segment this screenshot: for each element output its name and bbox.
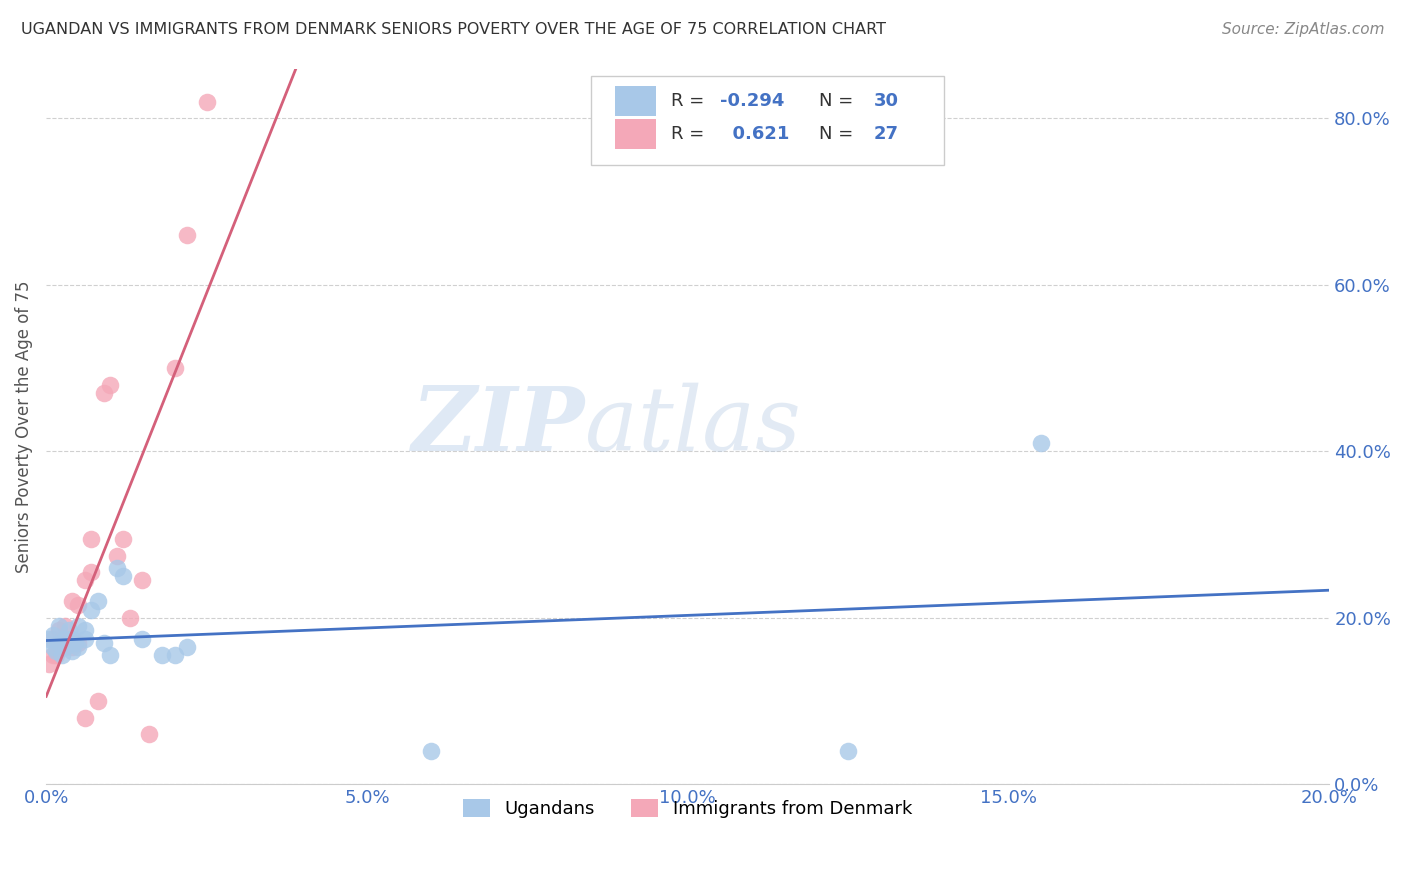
Text: 30: 30 xyxy=(873,93,898,111)
Point xyxy=(420,744,443,758)
Text: Source: ZipAtlas.com: Source: ZipAtlas.com xyxy=(1222,22,1385,37)
Point xyxy=(41,648,63,663)
Point xyxy=(60,644,83,658)
Point xyxy=(131,632,153,646)
Point xyxy=(163,361,186,376)
Point xyxy=(48,636,70,650)
Point xyxy=(131,574,153,588)
Point xyxy=(48,624,70,638)
Text: R =: R = xyxy=(671,125,710,143)
Point xyxy=(45,648,67,663)
Point xyxy=(176,227,198,242)
Point xyxy=(55,632,77,646)
FancyBboxPatch shape xyxy=(592,76,945,165)
Point xyxy=(195,95,218,109)
Point xyxy=(55,632,77,646)
Point xyxy=(105,549,128,563)
Point xyxy=(60,640,83,654)
Point xyxy=(45,644,67,658)
Point xyxy=(41,627,63,641)
Point xyxy=(837,744,859,758)
Point xyxy=(67,599,90,613)
Point xyxy=(86,694,108,708)
Point xyxy=(73,574,96,588)
Point xyxy=(51,648,73,663)
Point xyxy=(67,619,90,633)
Legend: Ugandans, Immigrants from Denmark: Ugandans, Immigrants from Denmark xyxy=(456,792,920,825)
Text: N =: N = xyxy=(818,125,859,143)
Point xyxy=(38,632,60,646)
Point xyxy=(41,640,63,654)
Point xyxy=(41,632,63,646)
Point xyxy=(112,532,135,546)
Y-axis label: Seniors Poverty Over the Age of 75: Seniors Poverty Over the Age of 75 xyxy=(15,280,32,573)
Point xyxy=(55,640,77,654)
Text: -0.294: -0.294 xyxy=(720,93,785,111)
Point xyxy=(48,619,70,633)
Point xyxy=(93,386,115,401)
Point xyxy=(60,632,83,646)
Point xyxy=(98,377,121,392)
Point xyxy=(73,624,96,638)
Point xyxy=(98,648,121,663)
Point xyxy=(38,657,60,671)
Point xyxy=(1029,436,1052,450)
Point xyxy=(73,711,96,725)
Point xyxy=(80,602,103,616)
Point xyxy=(58,624,80,638)
Point xyxy=(93,636,115,650)
Point xyxy=(73,632,96,646)
Text: ZIP: ZIP xyxy=(412,384,585,470)
Text: N =: N = xyxy=(818,93,859,111)
FancyBboxPatch shape xyxy=(614,119,655,149)
Point xyxy=(112,569,135,583)
Point xyxy=(67,640,90,654)
Point xyxy=(86,594,108,608)
Point xyxy=(60,594,83,608)
FancyBboxPatch shape xyxy=(614,87,655,117)
Point xyxy=(80,532,103,546)
Point xyxy=(176,640,198,654)
Point xyxy=(138,727,160,741)
Text: 0.621: 0.621 xyxy=(720,125,789,143)
Point xyxy=(118,611,141,625)
Point xyxy=(48,636,70,650)
Point xyxy=(105,561,128,575)
Text: R =: R = xyxy=(671,93,710,111)
Point xyxy=(67,636,90,650)
Point xyxy=(63,636,86,650)
Point xyxy=(163,648,186,663)
Point xyxy=(55,619,77,633)
Point xyxy=(150,648,173,663)
Text: UGANDAN VS IMMIGRANTS FROM DENMARK SENIORS POVERTY OVER THE AGE OF 75 CORRELATIO: UGANDAN VS IMMIGRANTS FROM DENMARK SENIO… xyxy=(21,22,886,37)
Text: 27: 27 xyxy=(873,125,898,143)
Point xyxy=(80,565,103,579)
Text: atlas: atlas xyxy=(585,383,801,470)
